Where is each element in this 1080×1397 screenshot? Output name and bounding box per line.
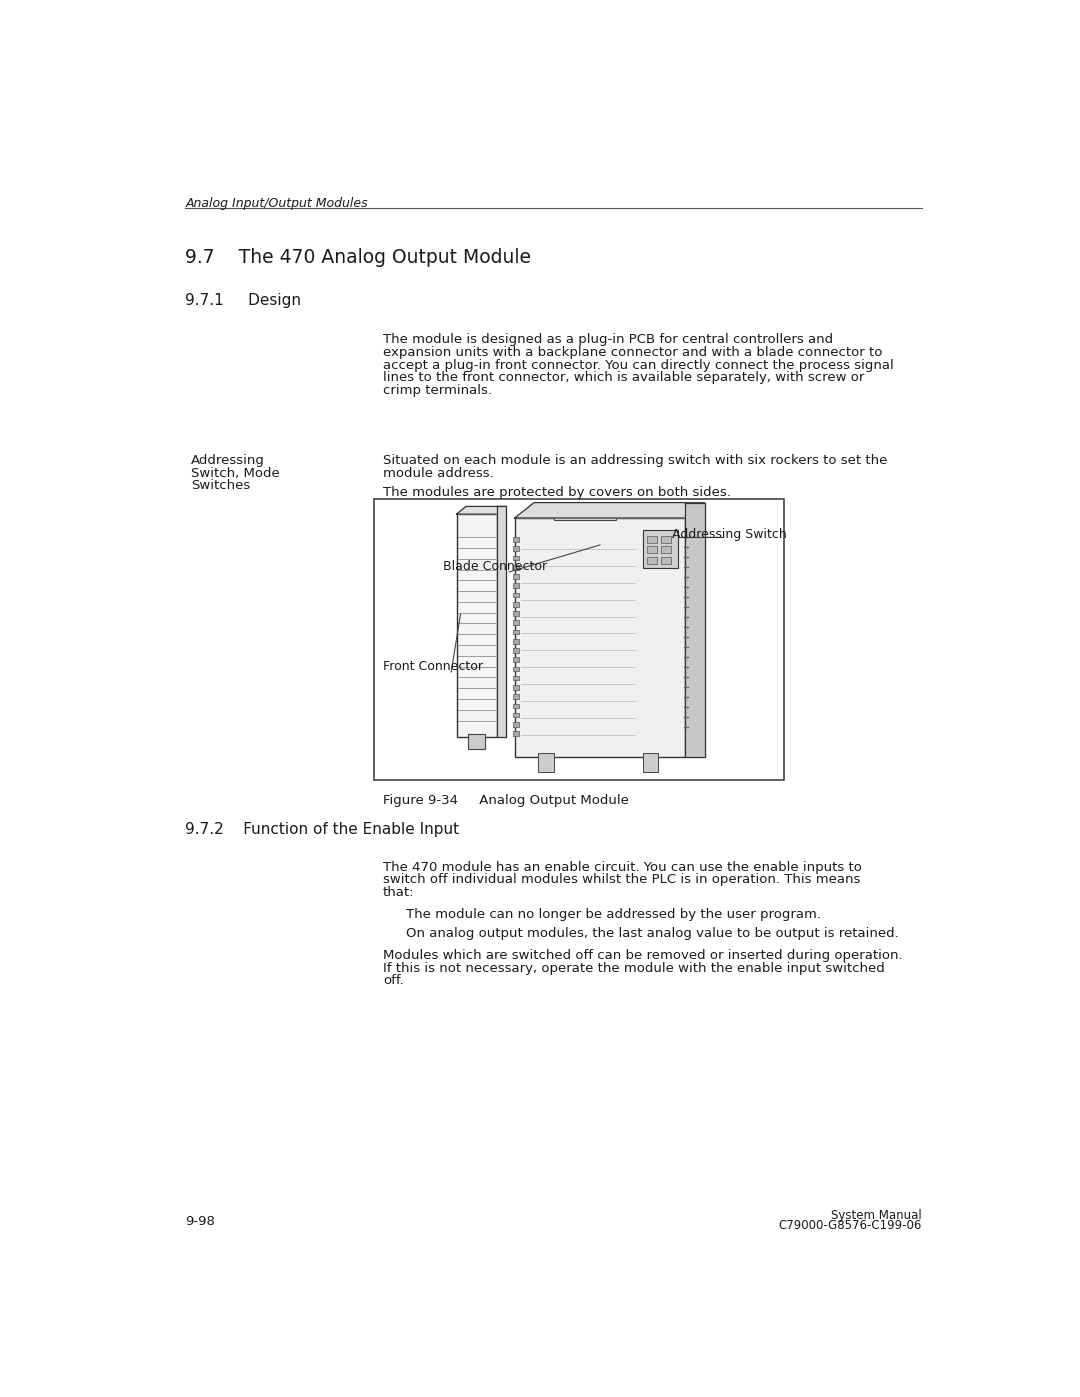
Text: If this is not necessary, operate the module with the enable input switched: If this is not necessary, operate the mo… bbox=[383, 961, 885, 975]
Bar bbox=[513, 704, 519, 708]
Text: 9.7    The 470 Analog Output Module: 9.7 The 470 Analog Output Module bbox=[186, 249, 531, 267]
Bar bbox=[661, 535, 671, 542]
Bar bbox=[513, 630, 519, 634]
Bar bbox=[513, 564, 519, 570]
Polygon shape bbox=[685, 503, 704, 757]
Text: Blade Connector: Blade Connector bbox=[444, 560, 548, 573]
Text: crimp terminals.: crimp terminals. bbox=[383, 384, 492, 397]
Bar bbox=[513, 592, 519, 598]
Polygon shape bbox=[497, 507, 507, 738]
Text: switch off individual modules whilst the PLC is in operation. This means: switch off individual modules whilst the… bbox=[383, 873, 861, 886]
Bar bbox=[513, 712, 519, 718]
Text: module address.: module address. bbox=[383, 467, 494, 479]
Text: 9.7.1     Design: 9.7.1 Design bbox=[186, 293, 301, 309]
Text: System Manual: System Manual bbox=[831, 1208, 921, 1222]
Text: Switch, Mode: Switch, Mode bbox=[191, 467, 280, 479]
Bar bbox=[513, 574, 519, 578]
Text: The module is designed as a plug-in PCB for central controllers and: The module is designed as a plug-in PCB … bbox=[383, 334, 833, 346]
Bar bbox=[513, 722, 519, 726]
Text: Modules which are switched off can be removed or inserted during operation.: Modules which are switched off can be re… bbox=[383, 949, 903, 961]
Bar bbox=[643, 753, 658, 773]
Text: The modules are protected by covers on both sides.: The modules are protected by covers on b… bbox=[383, 486, 731, 499]
Bar bbox=[513, 538, 519, 542]
Text: accept a plug-in front connector. You can directly connect the process signal: accept a plug-in front connector. You ca… bbox=[383, 359, 894, 372]
Bar bbox=[647, 535, 657, 542]
Bar bbox=[469, 733, 485, 749]
Text: Analog Input/Output Modules: Analog Input/Output Modules bbox=[186, 197, 368, 210]
Bar bbox=[647, 546, 657, 553]
Bar bbox=[513, 694, 519, 698]
Bar bbox=[515, 518, 685, 757]
Text: The 470 module has an enable circuit. You can use the enable inputs to: The 470 module has an enable circuit. Yo… bbox=[383, 861, 862, 873]
Bar bbox=[513, 602, 519, 606]
Text: expansion units with a backplane connector and with a blade connector to: expansion units with a backplane connect… bbox=[383, 346, 882, 359]
Text: On analog output modules, the last analog value to be output is retained.: On analog output modules, the last analo… bbox=[406, 926, 899, 940]
Text: Figure 9-34     Analog Output Module: Figure 9-34 Analog Output Module bbox=[383, 793, 629, 806]
Bar bbox=[643, 529, 677, 569]
Bar bbox=[513, 638, 519, 644]
Text: 9.7.2    Function of the Enable Input: 9.7.2 Function of the Enable Input bbox=[186, 823, 459, 837]
Bar bbox=[647, 557, 657, 564]
Bar bbox=[513, 731, 519, 736]
Bar bbox=[661, 546, 671, 553]
Bar bbox=[513, 610, 519, 616]
Bar bbox=[374, 499, 784, 780]
Text: Front Connector: Front Connector bbox=[383, 661, 483, 673]
Text: Addressing: Addressing bbox=[191, 454, 265, 467]
Bar bbox=[538, 753, 554, 773]
Bar bbox=[513, 676, 519, 680]
Text: C79000-G8576-C199-06: C79000-G8576-C199-06 bbox=[779, 1218, 921, 1232]
Text: Switches: Switches bbox=[191, 479, 251, 493]
Bar bbox=[554, 503, 616, 520]
Text: Addressing Switch: Addressing Switch bbox=[672, 528, 787, 541]
Polygon shape bbox=[515, 503, 704, 518]
Bar bbox=[513, 584, 519, 588]
Bar bbox=[513, 620, 519, 624]
Bar bbox=[513, 685, 519, 690]
Bar bbox=[513, 658, 519, 662]
Text: off.: off. bbox=[383, 974, 404, 988]
Bar bbox=[513, 648, 519, 652]
Bar bbox=[513, 556, 519, 560]
Text: The module can no longer be addressed by the user program.: The module can no longer be addressed by… bbox=[406, 908, 821, 921]
Text: 9-98: 9-98 bbox=[186, 1215, 215, 1228]
Bar bbox=[513, 666, 519, 671]
Bar bbox=[457, 514, 497, 738]
Bar bbox=[661, 557, 671, 564]
Bar bbox=[513, 546, 519, 550]
Polygon shape bbox=[457, 507, 507, 514]
Text: lines to the front connector, which is available separately, with screw or: lines to the front connector, which is a… bbox=[383, 372, 864, 384]
Text: that:: that: bbox=[383, 886, 415, 900]
Text: Situated on each module is an addressing switch with six rockers to set the: Situated on each module is an addressing… bbox=[383, 454, 888, 467]
